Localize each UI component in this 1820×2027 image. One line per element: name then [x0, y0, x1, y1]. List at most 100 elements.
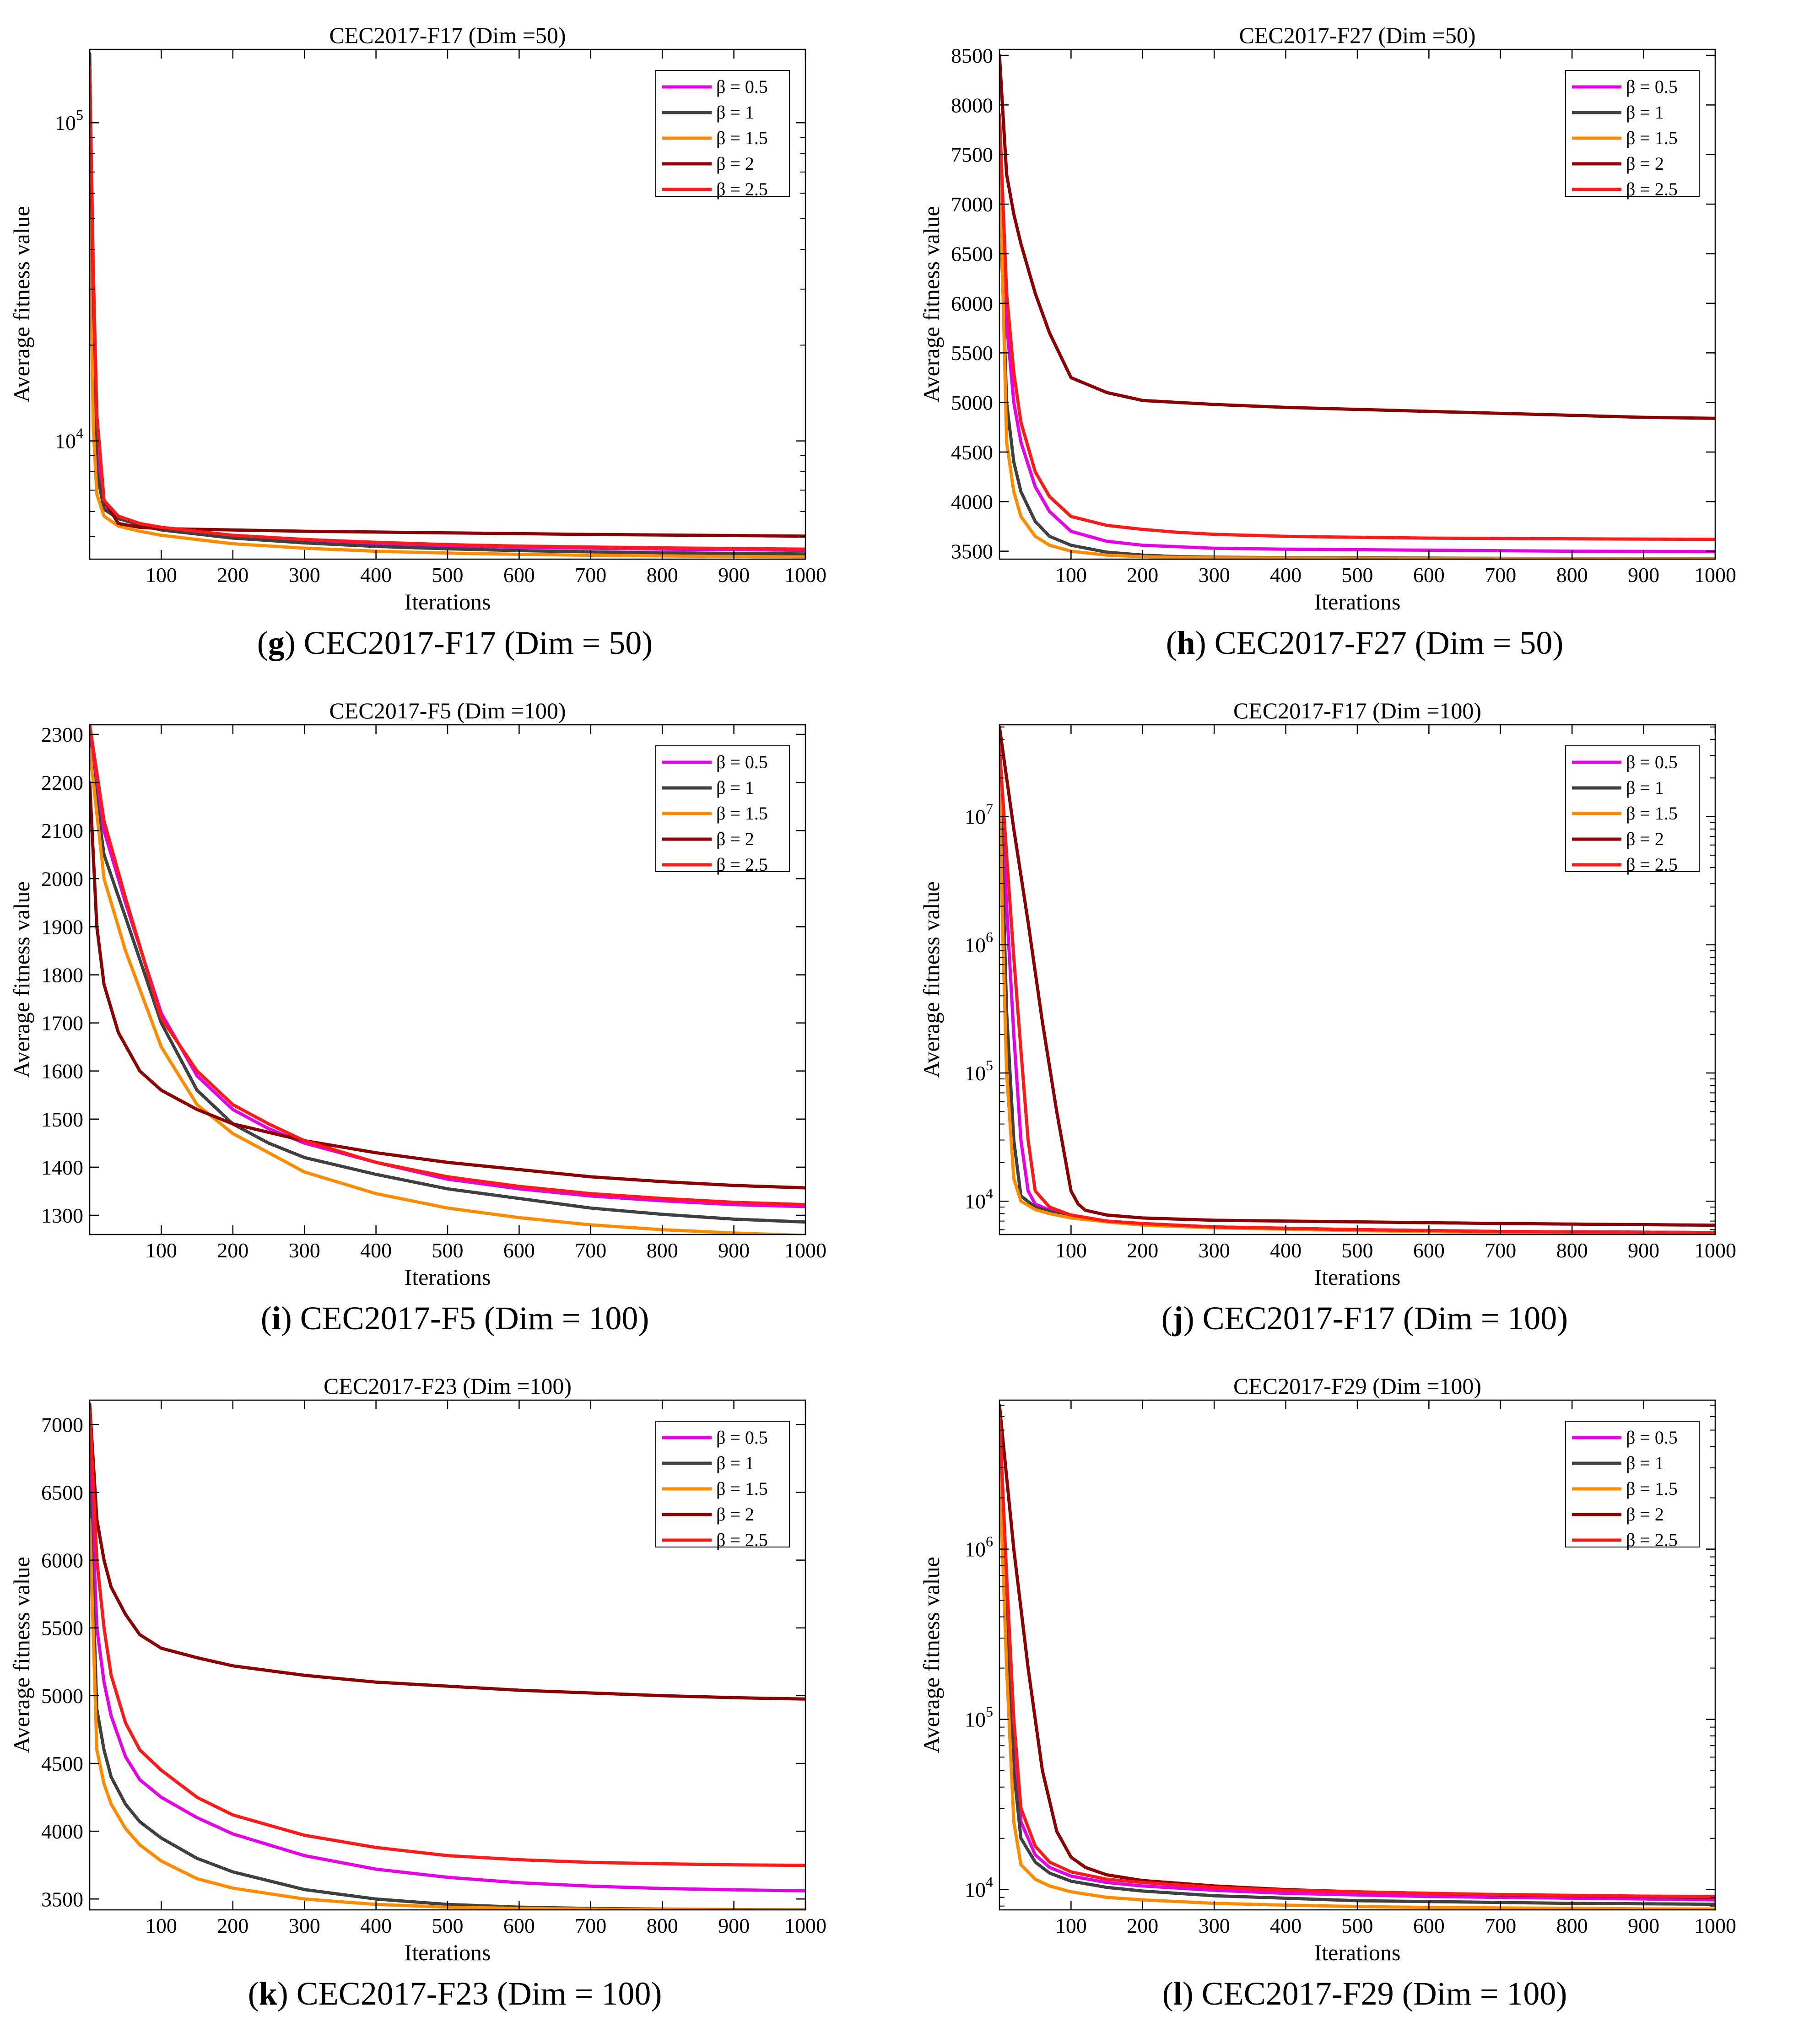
y-tick-label: 7000 — [951, 193, 993, 216]
x-tick-label: 300 — [289, 563, 320, 587]
x-tick-label: 1000 — [1694, 1239, 1736, 1262]
y-axis-label: Average fitness value — [9, 206, 34, 402]
x-tick-label: 200 — [217, 1914, 248, 1937]
chart-panel: CEC2017-F17 (Dim =50) 105 104 100 200 300 400 5… — [0, 0, 910, 675]
y-tick-label: 1800 — [41, 963, 83, 987]
legend-box — [655, 745, 790, 872]
x-tick-label: 900 — [1628, 1239, 1659, 1262]
series-line — [90, 747, 805, 1224]
x-axis-label: Iterations — [405, 1940, 491, 1965]
legend-box — [655, 70, 790, 197]
series-line — [999, 745, 1715, 1235]
y-axis-label: Average fitness value — [918, 1557, 944, 1753]
caption-text: CEC2017-F27 (Dim = 50) — [1214, 625, 1564, 661]
legend-label: β = 1 — [716, 1453, 754, 1473]
x-tick-label: 700 — [1485, 1914, 1516, 1937]
x-tick-label: 700 — [1485, 1239, 1516, 1262]
axes-box — [89, 724, 806, 1235]
caption-letter: k — [259, 1975, 277, 2012]
legend-label: β = 1.5 — [1626, 1478, 1678, 1499]
x-tick-label: 300 — [1199, 563, 1230, 587]
y-tick-label: 7500 — [951, 143, 993, 167]
series-line — [90, 1409, 805, 1867]
chart-title: CEC2017-F29 (Dim =100) — [1233, 1373, 1481, 1399]
series-line — [999, 113, 1715, 541]
x-tick-label: 600 — [503, 563, 535, 587]
x-tick-label: 300 — [1199, 1239, 1230, 1262]
y-tick-label: 4000 — [41, 1820, 83, 1843]
legend-label: β = 2.5 — [716, 854, 768, 875]
x-tick-label: 600 — [503, 1914, 535, 1937]
legend-label: β = 1 — [716, 777, 754, 798]
series-line — [90, 781, 805, 1190]
legend-label: β = 2 — [716, 1504, 754, 1525]
axes-box — [89, 49, 806, 560]
y-tick-label: 5500 — [951, 341, 993, 365]
series-group — [90, 1402, 805, 1910]
y-tick-label: 4500 — [41, 1752, 83, 1775]
y-tick-label: 5000 — [951, 391, 993, 415]
caption-letter: l — [1173, 1975, 1183, 2012]
x-tick-label: 500 — [1342, 1239, 1373, 1262]
chart-svg: CEC2017-F27 (Dim =50) 3500 4000 4500 5000 550… — [918, 22, 1736, 615]
legend: β = 0.5 β = 1 β = 1.5 β = 2 β = 2.5 — [655, 745, 790, 875]
x-tick-label: 300 — [1199, 1914, 1230, 1937]
x-tick-label: 200 — [1127, 563, 1158, 587]
caption-letter: i — [271, 1300, 281, 1337]
x-tick-label: 800 — [647, 563, 678, 587]
x-tick-label: 1000 — [784, 1914, 826, 1937]
series-line — [999, 123, 1715, 554]
caption-letter: j — [1172, 1300, 1183, 1337]
caption-letter: h — [1177, 625, 1195, 661]
y-tick-label: 2100 — [41, 819, 83, 842]
chart-title: CEC2017-F17 (Dim =100) — [1233, 698, 1481, 723]
chart-panel: CEC2017-F23 (Dim =100) 3500 4000 4500 5000 55… — [0, 1351, 910, 2026]
legend-label: β = 0.5 — [716, 752, 768, 772]
axes-box — [89, 1399, 806, 1911]
panel-caption: (i) CEC2017-F5 (Dim = 100) — [260, 1300, 649, 1337]
x-tick-label: 700 — [1485, 563, 1516, 587]
legend-label: β = 2.5 — [1626, 1530, 1678, 1550]
x-tick-label: 700 — [575, 1914, 606, 1937]
y-tick-label: 5000 — [41, 1684, 83, 1708]
legend: β = 0.5 β = 1 β = 1.5 β = 2 β = 2.5 — [655, 1421, 790, 1550]
series-line — [999, 1415, 1715, 1898]
legend-label: β = 1.5 — [716, 803, 768, 824]
legend-label: β = 1 — [1626, 1453, 1664, 1473]
chart-panel: CEC2017-F27 (Dim =50) 3500 4000 4500 5000 550… — [910, 0, 1820, 675]
y-tick-label: 3500 — [41, 1887, 83, 1911]
legend-label: β = 0.5 — [1626, 76, 1678, 97]
caption-text: CEC2017-F29 (Dim = 100) — [1201, 1975, 1567, 2012]
y-tick-label: 104 — [55, 425, 83, 453]
legend-label: β = 1 — [1626, 777, 1664, 798]
series-line — [999, 54, 1715, 420]
x-tick-label: 700 — [575, 1239, 606, 1262]
x-axis-label: Iterations — [1314, 1940, 1401, 1965]
y-tick-label: 4500 — [951, 441, 993, 464]
legend: β = 0.5 β = 1 β = 1.5 β = 2 β = 2.5 — [655, 70, 790, 199]
x-tick-label: 200 — [217, 563, 248, 587]
series-line — [90, 1450, 805, 1892]
series-line — [90, 725, 805, 1207]
legend-label: β = 2 — [716, 153, 754, 174]
series-group — [999, 1403, 1715, 1910]
x-tick-label: 200 — [1127, 1239, 1158, 1262]
legend-label: β = 2.5 — [1626, 854, 1678, 875]
legend: β = 0.5 β = 1 β = 1.5 β = 2 β = 2.5 — [1565, 745, 1700, 875]
legend-label: β = 0.5 — [1626, 752, 1678, 772]
series-line — [90, 52, 805, 556]
chart-svg: CEC2017-F29 (Dim =100) 104 105 106 100 200 300… — [918, 1373, 1736, 1965]
panel-caption: (k) CEC2017-F23 (Dim = 100) — [248, 1975, 662, 2012]
x-tick-label: 500 — [1342, 1914, 1373, 1937]
y-tick-label: 1500 — [41, 1108, 83, 1131]
legend: β = 0.5 β = 1 β = 1.5 β = 2 β = 2.5 — [1565, 70, 1700, 199]
panel-caption: (g) CEC2017-F17 (Dim = 50) — [257, 625, 653, 661]
y-axis-label: Average fitness value — [918, 206, 944, 402]
legend-label: β = 1 — [1626, 102, 1664, 123]
caption-text: CEC2017-F23 (Dim = 100) — [296, 1975, 662, 2012]
legend-label: β = 2 — [1626, 1504, 1664, 1525]
legend-label: β = 1.5 — [716, 1478, 768, 1499]
x-tick-label: 900 — [1628, 1914, 1659, 1937]
y-tick-label: 1900 — [41, 915, 83, 938]
legend-label: β = 0.5 — [1626, 1427, 1678, 1448]
